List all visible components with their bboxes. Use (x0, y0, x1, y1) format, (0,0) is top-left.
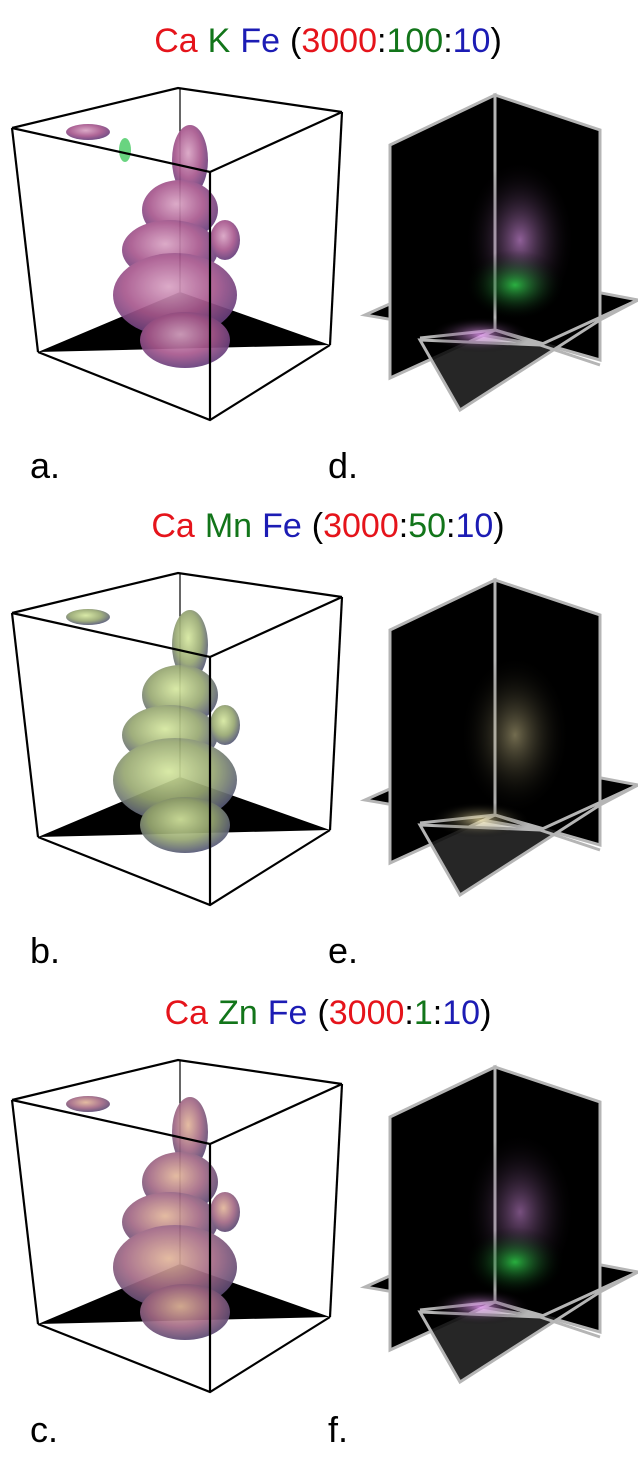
ratio-close: ) (480, 994, 491, 1032)
panel-label: c. (30, 1409, 58, 1450)
ratio-separator: : (443, 22, 452, 60)
ratio-part: 10 (453, 22, 491, 60)
ratio-close: ) (493, 507, 504, 545)
element-name: Ca (151, 507, 195, 545)
row-1 (12, 88, 638, 420)
element-name: Ca (154, 22, 198, 60)
ratio-close: ) (490, 22, 501, 60)
ratio-open: ( (312, 507, 324, 545)
ratio-part: 1 (414, 994, 433, 1032)
element-name: Fe (240, 22, 280, 60)
ratio-separator: : (399, 507, 408, 545)
panel-label: e. (328, 930, 358, 971)
glow (460, 655, 570, 815)
glow (465, 1227, 565, 1297)
panel-label: f. (328, 1409, 348, 1450)
glow (430, 317, 530, 353)
glow (465, 250, 565, 320)
element-name: Fe (262, 507, 302, 545)
ratio-separator: : (433, 994, 442, 1032)
element-name: K (208, 22, 231, 60)
row-2 (12, 573, 638, 905)
ratio-separator: : (377, 22, 386, 60)
ratio-separator: : (446, 507, 455, 545)
ratio-part: 10 (442, 994, 480, 1032)
ratio-part: 3000 (323, 507, 399, 545)
ratio-part: 10 (455, 507, 493, 545)
ratio-separator: : (404, 994, 413, 1032)
glow (430, 1289, 530, 1325)
element-name: Zn (218, 994, 258, 1032)
panel-label: a. (30, 445, 60, 486)
glow (430, 802, 530, 838)
ratio-part: 3000 (301, 22, 377, 60)
ratio-part: 3000 (329, 994, 405, 1032)
panel-label: d. (328, 445, 358, 486)
element-name: Fe (268, 994, 308, 1032)
figure: CaKFe(3000:100:10)a.d.CaMnFe(3000:50:10)… (0, 0, 638, 1466)
row-3 (12, 1060, 638, 1392)
ratio-part: 100 (386, 22, 443, 60)
ratio-open: ( (290, 22, 302, 60)
green-speck (119, 138, 131, 162)
element-name: Ca (165, 994, 209, 1032)
ratio-open: ( (317, 994, 329, 1032)
element-name: Mn (205, 507, 252, 545)
ratio-part: 50 (408, 507, 446, 545)
panel-label: b. (30, 930, 60, 971)
